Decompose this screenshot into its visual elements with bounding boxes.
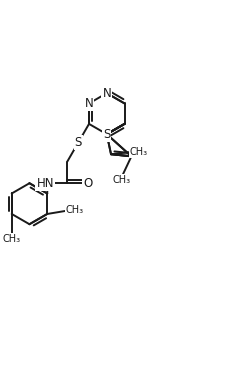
Text: CH₃: CH₃ xyxy=(3,234,21,244)
Text: HN: HN xyxy=(36,177,54,190)
Text: CH₃: CH₃ xyxy=(130,147,148,157)
Text: S: S xyxy=(103,128,110,141)
Text: N: N xyxy=(85,97,93,110)
Text: CH₃: CH₃ xyxy=(113,175,131,185)
Text: CH₃: CH₃ xyxy=(66,205,84,215)
Text: O: O xyxy=(83,177,93,190)
Text: N: N xyxy=(102,87,111,100)
Text: S: S xyxy=(74,136,82,149)
